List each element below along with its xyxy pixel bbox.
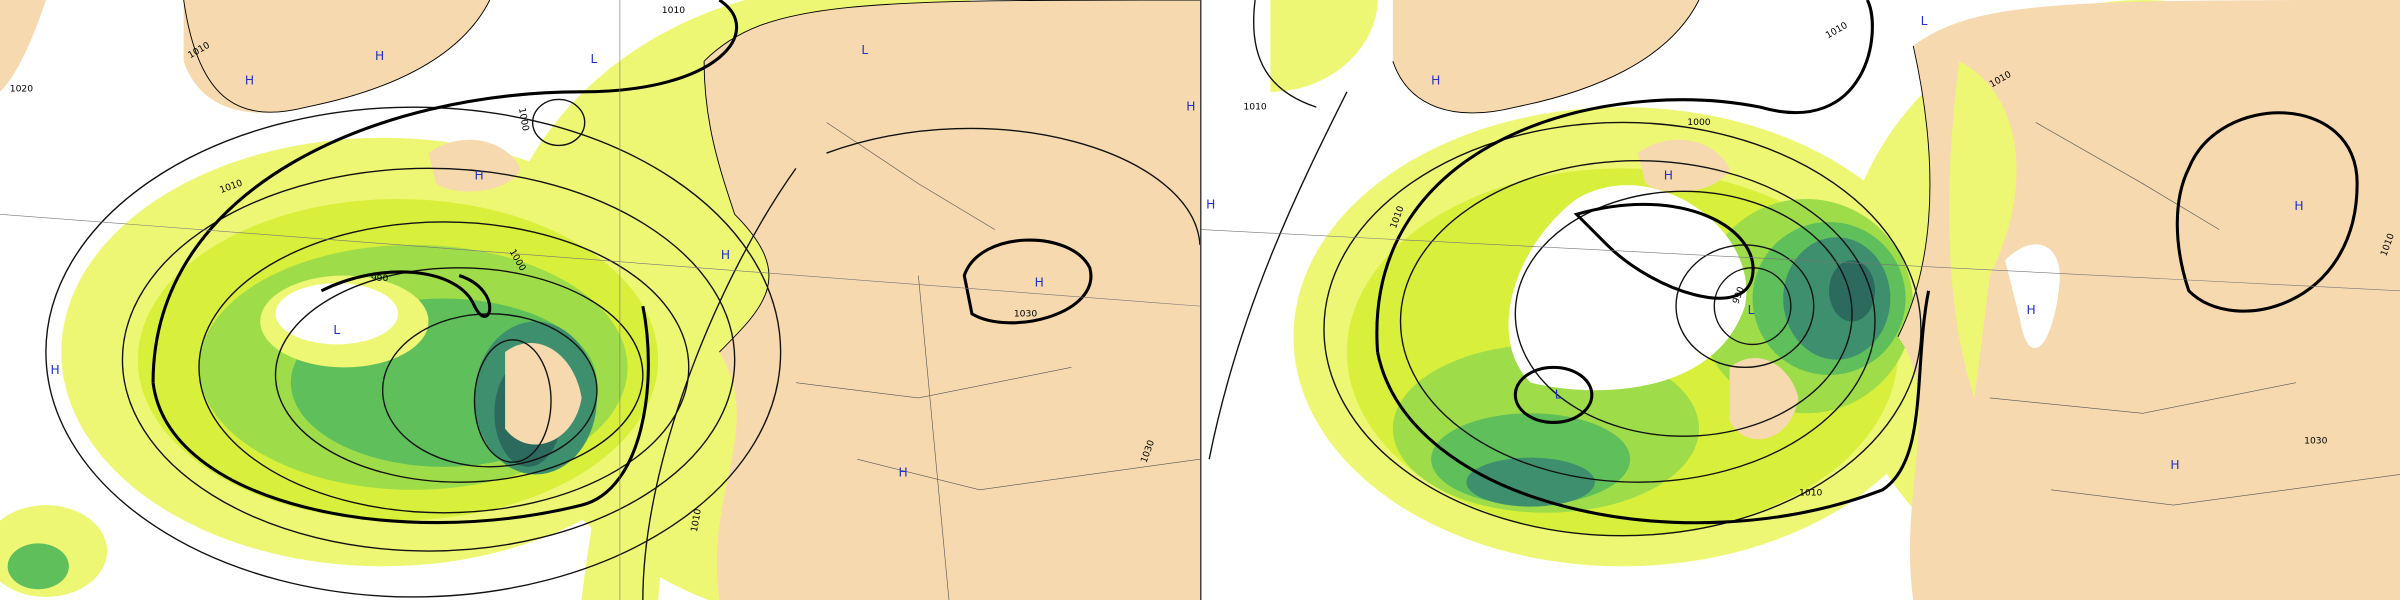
pressure-center: H bbox=[1035, 276, 1044, 290]
pressure-center: H bbox=[1664, 169, 1673, 183]
isobar-label: 1010 bbox=[689, 508, 704, 533]
pressure-center: L bbox=[1748, 303, 1755, 317]
isobar-label: 1030 bbox=[1014, 308, 1038, 319]
left-panel bbox=[0, 0, 1200, 600]
pressure-center: H bbox=[1206, 198, 1215, 212]
pressure-center: H bbox=[898, 465, 907, 479]
isobar-label: 1000 bbox=[1687, 117, 1711, 128]
pressure-center: L bbox=[1921, 14, 1928, 28]
isobar-label: 1000 bbox=[516, 107, 531, 132]
pressure-center: H bbox=[474, 169, 483, 183]
isobar-label: 1030 bbox=[2304, 435, 2328, 446]
right-panel bbox=[1201, 0, 2400, 600]
pressure-center: H bbox=[2027, 303, 2036, 317]
pressure-center: H bbox=[2294, 199, 2303, 213]
isobar-label: 1010 bbox=[662, 5, 686, 16]
pressure-center: H bbox=[721, 248, 730, 262]
isobar-label: 1020 bbox=[10, 83, 34, 94]
isobar-label: 1010 bbox=[1799, 487, 1823, 498]
pressure-center: H bbox=[245, 74, 254, 88]
pressure-center: L bbox=[861, 43, 868, 57]
pressure-center: H bbox=[51, 363, 60, 377]
pressure-center: H bbox=[375, 49, 384, 63]
isobar-label: 1010 bbox=[1243, 102, 1267, 113]
pressure-center: H bbox=[1186, 100, 1195, 114]
pressure-center: L bbox=[333, 323, 340, 337]
isobar-label: 990 bbox=[371, 273, 389, 284]
pressure-center: L bbox=[1555, 387, 1562, 401]
pressure-center: H bbox=[1431, 74, 1440, 88]
pressure-center: L bbox=[590, 52, 597, 66]
pressure-center: H bbox=[2170, 458, 2179, 472]
